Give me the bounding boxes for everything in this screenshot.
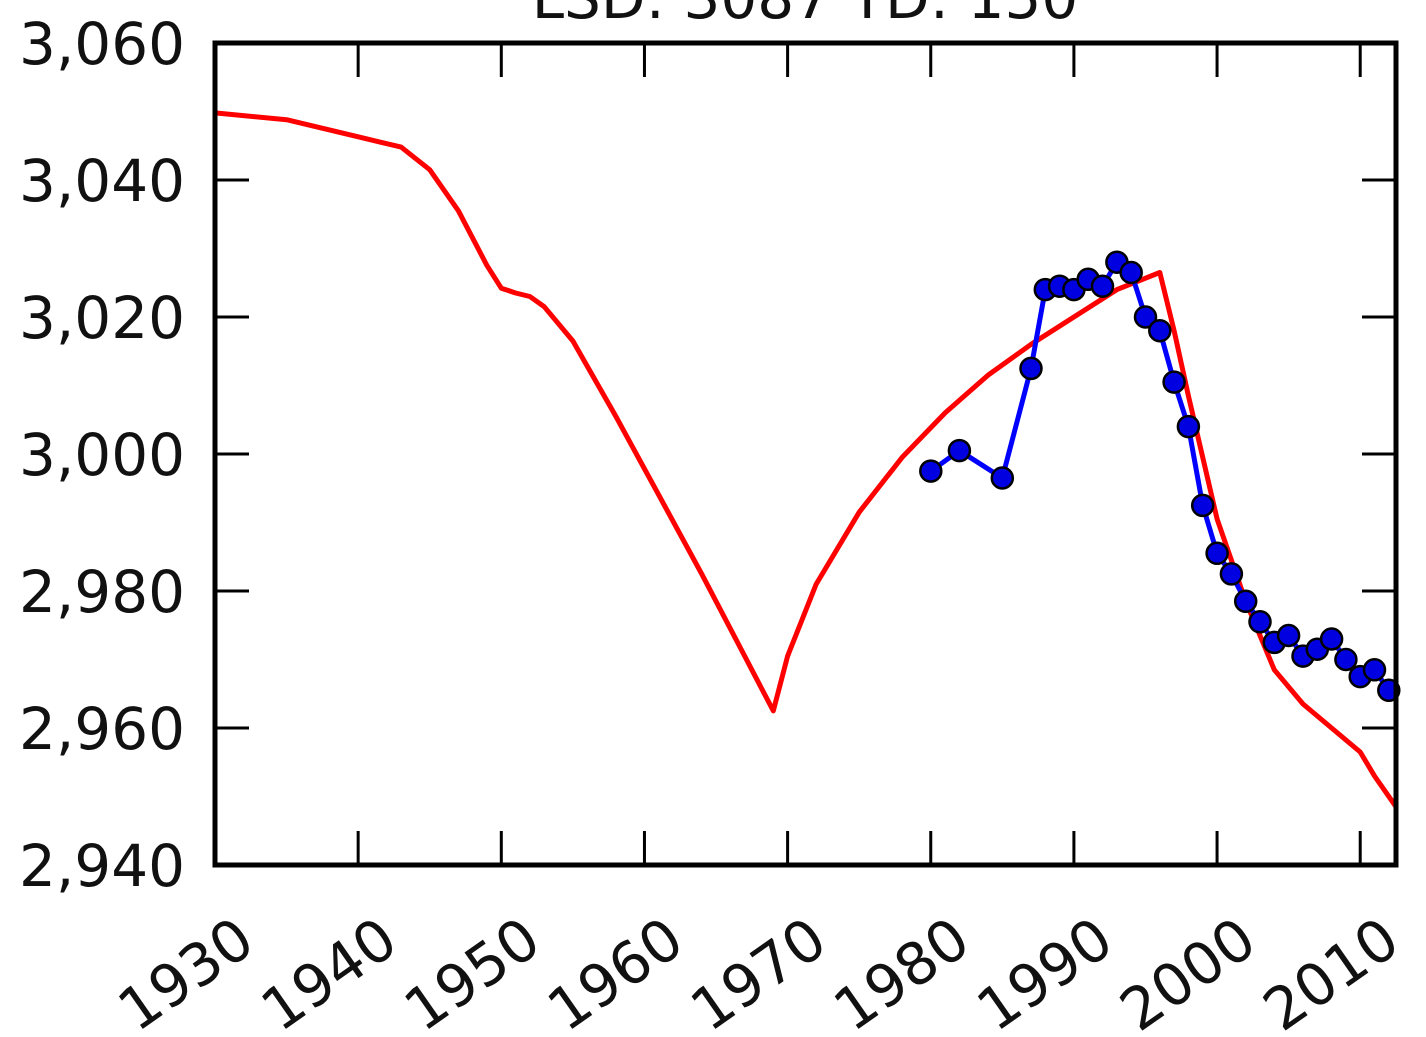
chart-title: LSD: 3087 TD: 150 [532, 0, 1079, 32]
data-point-1-27 [1362, 658, 1387, 682]
data-point-1-13 [1162, 370, 1186, 394]
x-tick-label-8: 2010 [1251, 904, 1411, 1037]
x-tick-label-6: 1990 [965, 904, 1125, 1037]
data-point-1-0 [919, 459, 943, 483]
x-tick-label-1: 1940 [249, 904, 409, 1037]
data-point-1-3 [1019, 356, 1043, 381]
data-point-1-19 [1248, 610, 1272, 634]
data-point-1-21 [1276, 623, 1301, 648]
data-point-1-8 [1090, 274, 1115, 298]
data-point-1-11 [1133, 305, 1158, 329]
data-point-1-17 [1219, 562, 1244, 586]
data-point-1-1 [947, 438, 972, 463]
x-tick-label-3: 1960 [535, 904, 695, 1037]
x-tick-label-7: 2000 [1108, 904, 1268, 1037]
y-tick-label-2: 2,980 [19, 558, 185, 626]
data-point-1-15 [1190, 493, 1215, 518]
y-tick-label-4: 3,020 [19, 284, 185, 352]
x-tick-label-0: 1930 [106, 904, 266, 1037]
x-tick-label-5: 1980 [822, 904, 982, 1037]
data-point-1-10 [1119, 260, 1143, 285]
data-point-1-24 [1319, 627, 1344, 651]
data-point-1-18 [1233, 589, 1258, 614]
x-tick-label-2: 1950 [392, 904, 552, 1037]
plot-frame [212, 40, 1399, 868]
data-point-1-16 [1205, 541, 1229, 566]
data-point-1-2 [990, 466, 1015, 490]
x-tick-label-4: 1970 [678, 904, 838, 1037]
y-tick-label-6: 3,060 [19, 10, 185, 78]
y-tick-label-5: 3,040 [19, 147, 185, 215]
series-line-0 [215, 110, 1396, 810]
y-tick-label-1: 2,960 [19, 695, 185, 763]
y-tick-label-3: 3,000 [19, 421, 185, 489]
data-point-1-14 [1176, 414, 1201, 439]
data-point-1-12 [1148, 318, 1172, 343]
y-tick-label-0: 2,940 [19, 832, 185, 900]
data-point-1-25 [1334, 647, 1358, 672]
